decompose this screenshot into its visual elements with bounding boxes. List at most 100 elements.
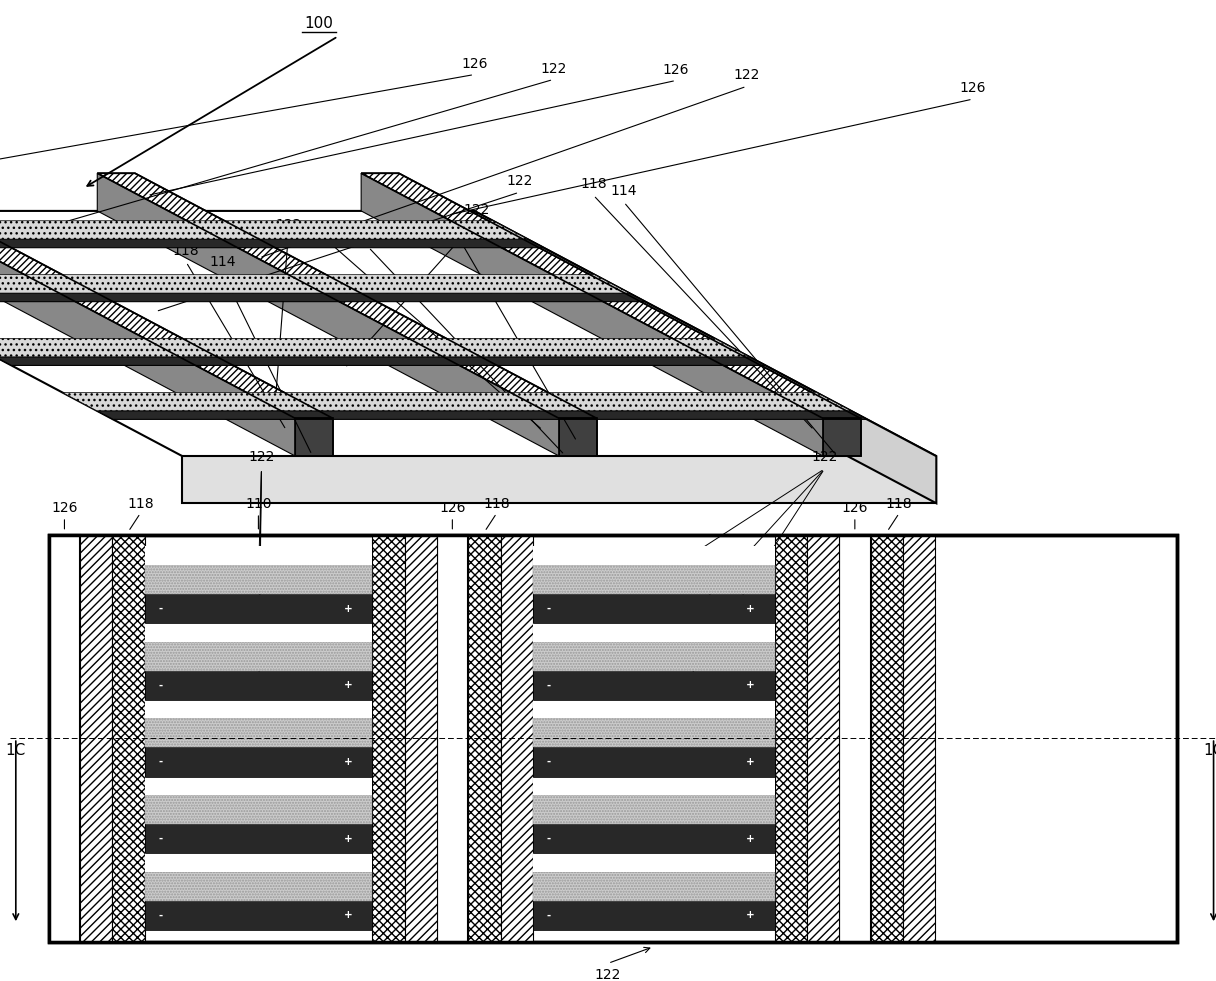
- Text: -: -: [546, 910, 551, 920]
- Bar: [145, 795, 372, 824]
- Text: 126: 126: [841, 501, 868, 515]
- Text: +: +: [343, 834, 353, 844]
- Bar: [372, 535, 405, 942]
- Polygon shape: [361, 174, 823, 456]
- Text: -: -: [158, 680, 163, 691]
- Text: -: -: [158, 757, 163, 767]
- Text: -: -: [158, 603, 163, 613]
- Polygon shape: [361, 174, 861, 419]
- Polygon shape: [97, 174, 559, 456]
- Text: 122: 122: [733, 69, 760, 82]
- Polygon shape: [0, 174, 295, 456]
- Bar: [533, 642, 775, 671]
- Bar: [533, 777, 775, 795]
- Bar: [533, 872, 775, 901]
- Text: 126: 126: [663, 63, 689, 77]
- Text: +: +: [343, 910, 353, 920]
- Text: -: -: [546, 757, 551, 767]
- Text: +: +: [745, 834, 755, 844]
- Polygon shape: [0, 239, 544, 247]
- Text: +: +: [343, 680, 353, 691]
- Text: -: -: [158, 834, 163, 844]
- Polygon shape: [0, 357, 765, 365]
- Bar: [533, 546, 775, 565]
- Bar: [145, 718, 372, 748]
- Bar: [533, 699, 775, 718]
- Polygon shape: [0, 338, 749, 357]
- Polygon shape: [474, 211, 936, 503]
- Text: 114: 114: [610, 184, 637, 198]
- Bar: [533, 853, 775, 872]
- Bar: [533, 718, 775, 748]
- Bar: [533, 565, 775, 594]
- Bar: [437, 535, 468, 942]
- Polygon shape: [97, 174, 597, 419]
- Bar: [145, 623, 372, 642]
- Bar: [145, 824, 372, 853]
- Bar: [533, 824, 775, 853]
- Bar: [145, 748, 372, 777]
- Text: 114: 114: [209, 255, 236, 269]
- Bar: [533, 795, 775, 824]
- Bar: [49, 535, 80, 942]
- Bar: [533, 748, 775, 777]
- Text: -: -: [546, 834, 551, 844]
- Bar: [80, 535, 112, 942]
- Bar: [533, 901, 775, 930]
- Polygon shape: [62, 392, 851, 411]
- Bar: [145, 853, 372, 872]
- Text: 122: 122: [248, 450, 275, 464]
- Text: 126: 126: [959, 81, 986, 95]
- Polygon shape: [97, 411, 867, 419]
- Text: +: +: [745, 680, 755, 691]
- Text: 126: 126: [51, 501, 78, 515]
- Text: +: +: [745, 757, 755, 767]
- Text: -: -: [158, 910, 163, 920]
- Text: 100: 100: [304, 17, 333, 31]
- Text: 118: 118: [313, 222, 339, 235]
- Text: -: -: [546, 680, 551, 691]
- Bar: [112, 535, 145, 942]
- Text: 126: 126: [461, 57, 488, 71]
- Text: 118: 118: [128, 497, 153, 511]
- Text: 122: 122: [463, 203, 490, 217]
- Polygon shape: [0, 174, 333, 419]
- Bar: [871, 535, 903, 942]
- Bar: [533, 594, 775, 623]
- Text: 122: 122: [540, 62, 567, 76]
- Bar: [501, 535, 533, 942]
- Bar: [145, 901, 372, 930]
- Bar: [775, 535, 807, 942]
- Text: 118: 118: [580, 178, 607, 191]
- Text: +: +: [343, 757, 353, 767]
- Text: 118: 118: [173, 244, 199, 258]
- Polygon shape: [0, 275, 629, 293]
- Polygon shape: [559, 419, 597, 456]
- Bar: [145, 699, 372, 718]
- Text: 114: 114: [355, 230, 382, 243]
- Polygon shape: [0, 221, 528, 239]
- Polygon shape: [182, 456, 936, 503]
- Text: 1C: 1C: [6, 744, 26, 758]
- Polygon shape: [0, 211, 936, 456]
- Bar: [533, 671, 775, 699]
- Text: +: +: [745, 910, 755, 920]
- Text: 118: 118: [886, 497, 912, 511]
- Text: 122: 122: [595, 968, 621, 981]
- Polygon shape: [823, 419, 861, 456]
- Text: 122: 122: [811, 450, 838, 464]
- Text: 126: 126: [439, 501, 466, 515]
- Bar: [145, 594, 372, 623]
- Bar: [49, 535, 1177, 942]
- Text: 122: 122: [506, 175, 533, 188]
- Text: +: +: [745, 603, 755, 613]
- Text: 110: 110: [445, 220, 472, 233]
- Text: -: -: [546, 603, 551, 613]
- Polygon shape: [0, 293, 646, 302]
- Text: 110: 110: [246, 497, 271, 511]
- Bar: [145, 777, 372, 795]
- Text: 118: 118: [484, 497, 510, 511]
- Bar: [468, 535, 501, 942]
- Bar: [145, 872, 372, 901]
- Bar: [145, 642, 372, 671]
